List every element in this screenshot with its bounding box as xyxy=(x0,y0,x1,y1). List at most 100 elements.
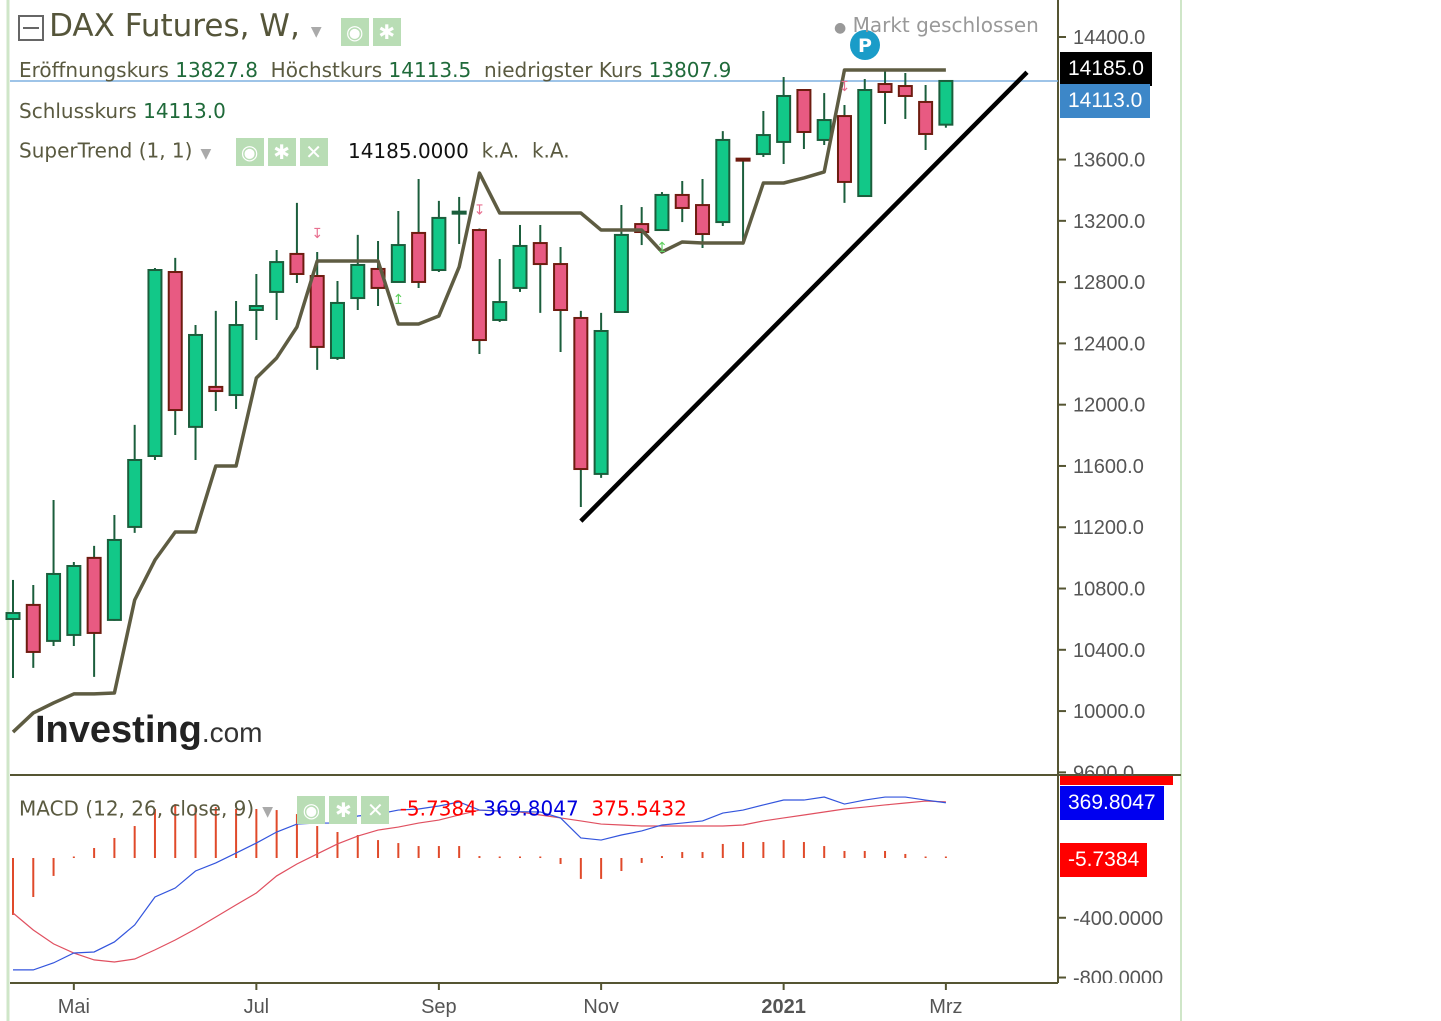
badge-p-icon xyxy=(850,30,880,60)
y-tick-label: 10000.0 xyxy=(1073,701,1145,723)
gear-icon[interactable]: ✱ xyxy=(329,796,358,824)
x-tick-label: Mai xyxy=(58,996,90,1018)
candle-body-down xyxy=(471,229,487,342)
supertrend-dropdown-icon[interactable]: ▼ xyxy=(200,145,212,162)
candle-body-up xyxy=(350,263,366,300)
candle xyxy=(918,84,934,151)
title-dropdown-icon[interactable]: ▼ xyxy=(310,24,322,40)
y-tick-label: 13200.0 xyxy=(1073,211,1145,233)
candle xyxy=(857,78,873,198)
candle xyxy=(755,110,771,157)
candle-body-up xyxy=(451,210,467,215)
candle-body-up xyxy=(755,134,771,156)
candle-body-up xyxy=(390,244,406,283)
close-icon[interactable]: ✕ xyxy=(299,138,328,166)
price-axis-ticks: 14400.0 13600.0 13200.0 12800.0 12400.0 12000… xyxy=(1058,27,1145,784)
macd-dropdown-icon[interactable]: ▼ xyxy=(262,803,273,820)
close-icon[interactable]: ✕ xyxy=(361,796,390,824)
candle xyxy=(816,93,832,146)
candle-body-up xyxy=(593,329,609,475)
candle-body-down xyxy=(918,100,934,135)
eye-icon[interactable]: ◉ xyxy=(235,138,264,166)
candle-body-up xyxy=(127,458,143,528)
candle-body-down xyxy=(796,89,812,133)
candle xyxy=(127,424,143,533)
candle-body-up xyxy=(248,305,264,312)
close-price-tag: 14113.0 xyxy=(1060,84,1151,118)
candle xyxy=(451,196,467,244)
candle-body-up xyxy=(269,261,285,293)
gear-icon[interactable]: ✱ xyxy=(372,17,401,46)
x-tick-label: Nov xyxy=(583,996,619,1018)
trendline-drawing xyxy=(579,70,1029,523)
eye-icon[interactable]: ◉ xyxy=(340,17,369,46)
candle xyxy=(86,545,102,677)
y-tick-label: 10800.0 xyxy=(1073,579,1145,601)
candle-body-down xyxy=(553,263,569,312)
time-axis-ticks: Mai Jul Sep Nov 2021 Mrz xyxy=(58,983,963,1018)
gear-icon[interactable]: ✱ xyxy=(267,138,296,166)
macd-panel: -400.0000-800.0000 xyxy=(12,796,1180,1021)
candle xyxy=(674,181,690,223)
trendline xyxy=(579,70,1029,523)
candle xyxy=(553,247,569,352)
candle xyxy=(46,499,62,646)
chart-title-row: DAX Futures, W, ▼ ◉ ✱ xyxy=(18,8,405,46)
signal-down-arrow-icon: ↧ xyxy=(311,226,323,242)
candle xyxy=(309,251,325,370)
candle xyxy=(593,312,609,478)
candle-body-up xyxy=(654,193,670,232)
candle-body-down xyxy=(695,204,711,236)
candle xyxy=(248,274,264,341)
candle-body-up xyxy=(613,233,629,313)
signal-down-arrow-icon: ↧ xyxy=(474,203,486,219)
supertrend-signals: ↧ ↥ ↧ ↥ ↧ xyxy=(311,79,850,308)
eye-icon[interactable]: ◉ xyxy=(297,796,326,824)
candle-body-up xyxy=(431,216,447,272)
signal-up-arrow-icon: ↥ xyxy=(392,292,404,308)
y-tick-label: 12800.0 xyxy=(1073,272,1145,294)
candle xyxy=(390,211,406,283)
candle-body-down xyxy=(411,231,427,283)
close-legend: Schlusskurs 14113.0 xyxy=(19,99,226,123)
candle xyxy=(329,281,345,360)
macd-y-tick-label: -400.0000 xyxy=(1073,908,1163,930)
candle-body-down xyxy=(897,85,913,97)
macd-legend: MACD (12, 26, close, 9) ▼ ◉ ✱ ✕ -5.7384 369… xyxy=(19,796,687,824)
candle-body-up xyxy=(512,244,528,289)
candle xyxy=(938,79,954,128)
candle xyxy=(431,200,447,273)
signal-down-arrow-icon: ↧ xyxy=(839,79,851,95)
macd-price-tag: 369.8047 xyxy=(1060,786,1164,820)
candle xyxy=(695,179,711,248)
collapse-icon[interactable] xyxy=(18,14,44,41)
hist-price-tag: -5.7384 xyxy=(1060,843,1148,877)
candle xyxy=(269,249,285,320)
x-tick-label: Mrz xyxy=(929,996,962,1018)
badge-p[interactable]: P xyxy=(858,35,872,57)
candle xyxy=(208,310,224,411)
candle-body-up xyxy=(66,564,82,636)
candle xyxy=(228,300,244,409)
candle xyxy=(492,258,508,322)
candle xyxy=(796,89,812,149)
candle xyxy=(836,105,852,203)
candle xyxy=(877,69,893,125)
candle xyxy=(654,192,670,232)
candle xyxy=(106,514,122,621)
candle-body-up xyxy=(5,612,21,621)
candle-body-up xyxy=(492,301,508,321)
candle xyxy=(350,234,366,311)
supertrend-price-tag: 14185.0 xyxy=(1060,52,1152,86)
candle xyxy=(613,205,629,313)
candle xyxy=(512,224,528,292)
candle-body-down xyxy=(289,252,305,276)
candles xyxy=(5,69,954,678)
signal-up-arrow-icon: ↥ xyxy=(656,240,668,256)
candle xyxy=(735,157,751,245)
chart-title: DAX Futures, W, xyxy=(49,8,300,44)
candle-body-up xyxy=(857,89,873,198)
x-tick-label: 2021 xyxy=(761,996,806,1018)
candle-body-down xyxy=(208,385,224,393)
